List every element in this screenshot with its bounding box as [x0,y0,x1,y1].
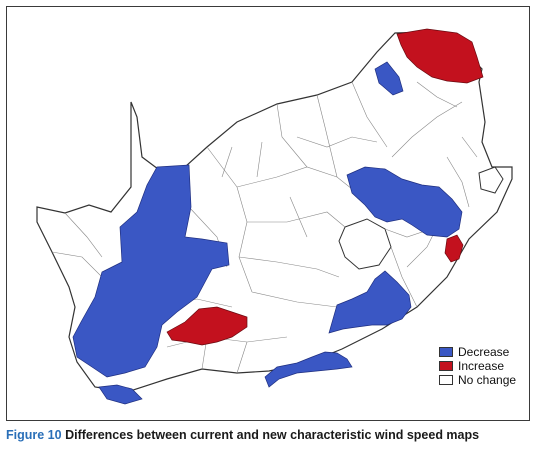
legend-swatch-increase [439,361,453,371]
map-frame: Decrease Increase No change [6,6,530,421]
caption-label: Figure 10 [6,428,62,442]
region-decrease-eastern-cape [328,270,412,334]
legend-swatch-decrease [439,347,453,357]
legend-item-increase: Increase [439,359,516,373]
region-decrease-west [72,164,230,378]
legend-label-increase: Increase [458,359,505,373]
region-decrease-north [374,61,404,96]
region-decrease-east [346,166,463,238]
south-africa-map [36,28,513,405]
region-decrease-south-coast [264,351,353,388]
legend-item-no-change: No change [439,373,516,387]
municipal-boundaries [51,81,478,374]
map-legend: Decrease Increase No change [439,345,516,387]
figure-caption: Figure 10 Differences between current an… [6,428,479,442]
legend-swatch-no-change [439,375,453,385]
region-increase-northeast [396,28,484,84]
swaziland-outline [478,166,504,194]
increase-regions [166,28,484,346]
region-increase-central [166,306,248,346]
region-decrease-southwest [98,384,143,405]
caption-text: Differences between current and new char… [65,428,480,442]
legend-label-no-change: No change [458,373,517,387]
legend-item-decrease: Decrease [439,345,516,359]
decrease-regions [72,61,463,405]
region-increase-kzn [444,234,464,263]
legend-label-decrease: Decrease [458,345,510,359]
lesotho-outline [338,218,392,270]
